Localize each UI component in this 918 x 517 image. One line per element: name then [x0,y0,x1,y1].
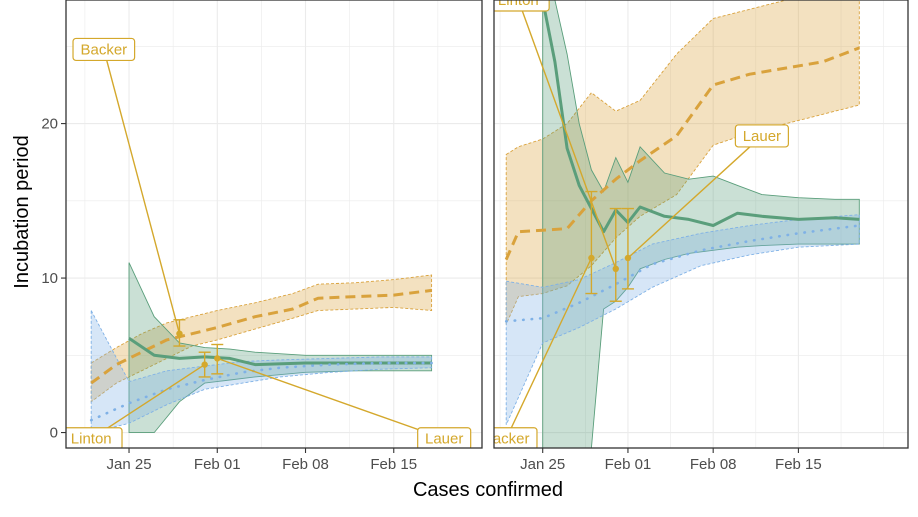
x-tick-label: Feb 08 [690,456,737,473]
leader-line [505,257,593,440]
annotation-label: Backer [80,41,127,58]
panel-border [65,0,483,449]
panel-background [66,0,482,448]
annotation-label: Backer [483,431,530,448]
x-tick-label: Feb 15 [370,456,417,473]
plot-area: Backer Linton Lauer [483,0,861,448]
x-tick-label: Feb 01 [605,456,652,473]
x-tick-label: Feb 15 [775,456,822,473]
estimate-point [201,361,208,368]
green-series-line [541,0,860,234]
blue-series-line [89,361,433,422]
estimate-point [176,330,183,337]
x-axis-title: Cases confirmed [413,479,563,501]
x-tick-label: Feb 08 [282,456,329,473]
blue-series-line [504,224,861,323]
orange-interval-band [505,0,860,325]
annotation-label: Linton [498,0,539,9]
annotation-label: Lauer [425,431,463,448]
annotation-label: Lauer [743,128,781,145]
annotation-backer: Backer [72,37,136,62]
x-tick-label: Jan 25 [107,456,152,473]
annotation-lauer: Lauer [734,124,789,148]
annotation-linton: Linton [494,0,550,12]
y-tick-label: 10 [41,270,58,287]
blue-interval-band [90,310,433,434]
leader-line [627,135,763,259]
estimate-point [624,254,632,262]
annotation-lauer: Lauer [417,427,472,448]
right-panel: Backer Linton Lauer Jan 25 Feb 01 Feb 08 Feb 1… [483,0,909,473]
leader-line [103,49,181,334]
orange-series-line [504,46,860,261]
leader-line [90,363,206,440]
estimate-point [612,265,619,272]
plot-area: Backer Linton Lauer [66,37,472,448]
y-tick-label: 0 [50,425,58,442]
estimate-point [214,355,221,362]
x-tick-label: Feb 01 [194,456,241,473]
annotation-label: Linton [71,431,112,448]
error-bar [609,207,622,302]
estimate-point [588,254,595,262]
green-interval-band [542,0,860,448]
annotation-linton: Linton [66,427,123,448]
green-series-line [128,337,432,367]
y-tick-label: 20 [41,116,58,133]
orange-series-line [90,288,432,385]
panel-border [493,0,909,449]
error-bar [621,207,634,290]
y-axis-title: Incubation period [11,135,33,288]
x-tick-label: Jan 25 [520,456,565,473]
leader-line [217,357,445,440]
orange-interval-band [90,274,433,403]
left-panel: Backer Linton Lauer Jan 25 Feb 01 Feb 08 Feb 1… [41,0,483,473]
panel-background [494,0,908,448]
annotation-backer: Backer [483,427,538,448]
blue-interval-band [505,214,860,425]
leader-line [517,0,617,270]
green-interval-band [128,262,433,434]
